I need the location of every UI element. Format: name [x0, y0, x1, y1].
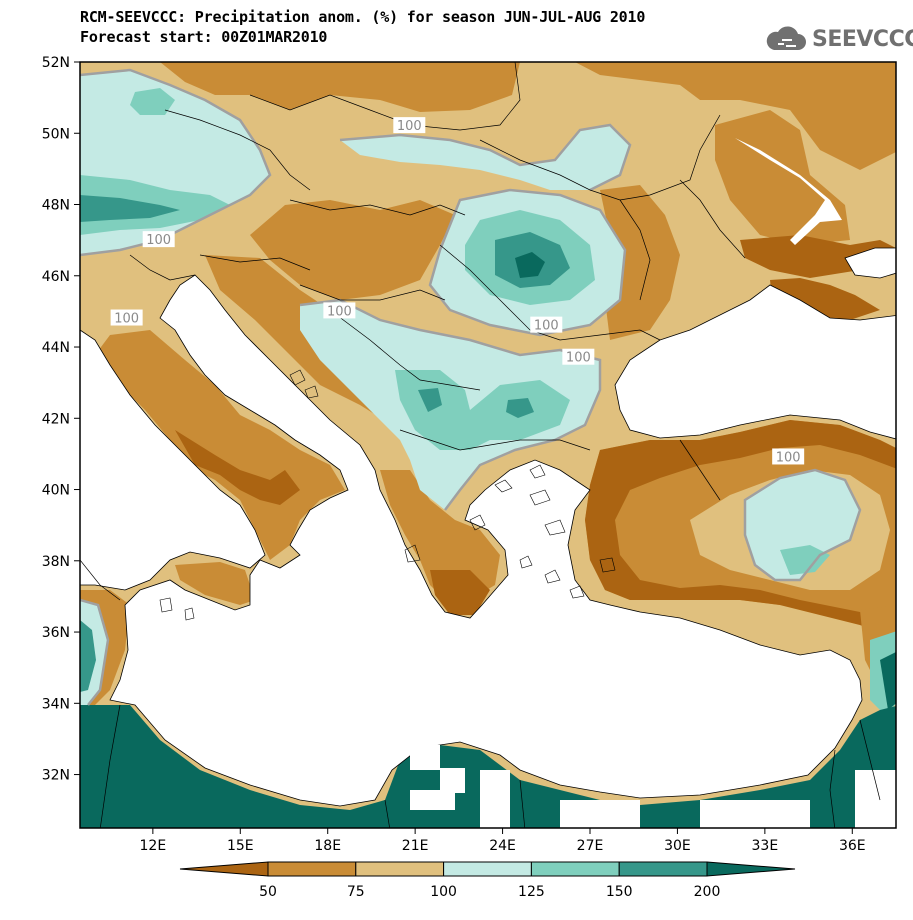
lat-tick-label: 34N [42, 696, 70, 712]
sea-black [614, 284, 896, 440]
contour-label-bg [110, 309, 143, 326]
colorbar-label: 150 [606, 884, 633, 900]
contour-label: 100 [776, 450, 801, 465]
seevccc-logo: SEEVCCC [764, 22, 913, 56]
region-dry-turkey-rim [585, 420, 896, 639]
lon-tick-label: 15E [227, 838, 254, 854]
lon-tick-label: 12E [140, 838, 167, 854]
lat-tick-label: 48N [42, 198, 70, 214]
lat-tick-label: 42N [42, 411, 70, 427]
region-dry-ukraine [715, 110, 850, 245]
colorbar-bin [443, 861, 532, 877]
region-dry-italy-core [175, 430, 300, 505]
latitude-axis: 52N 50N 48N 46N 44N 42N 40N 38N 36N 34N 32N [42, 55, 80, 784]
contour-label: 100 [566, 351, 591, 366]
lon-tick-label: 21E [402, 838, 429, 854]
africa-gap-2 [440, 768, 465, 793]
contour-label: 100 [397, 119, 422, 134]
africa-gap-6 [700, 800, 810, 828]
lat-tick-label: 46N [42, 269, 70, 285]
longitude-axis: 12E 15E 18E 21E 24E 27E 30E 33E 36E [140, 828, 866, 854]
colorbar-label: 100 [430, 884, 457, 900]
contour-label-bg [142, 231, 175, 248]
region-wet-bulgaria-core [506, 398, 534, 418]
sea-caspian-gap [735, 138, 842, 245]
lon-tick-label: 30E [664, 838, 691, 854]
region-dry-poland [575, 62, 896, 170]
contour-100 [80, 68, 862, 706]
region-wet-romania-core [515, 252, 545, 278]
lat-tick-label: 40N [42, 483, 70, 499]
lat-tick-label: 36N [42, 625, 70, 641]
colorbar-under-triangle [179, 861, 269, 877]
cloud-icon [766, 26, 806, 50]
colorbar-over-triangle [706, 861, 796, 877]
colorbar-bin [267, 861, 357, 877]
islands [159, 369, 616, 621]
lon-tick-label: 18E [314, 838, 341, 854]
lat-tick-label: 50N [42, 126, 70, 142]
region-wet-turkey-core [780, 545, 830, 575]
contour-label-bg [562, 348, 595, 365]
colorbar-bin [530, 861, 620, 877]
borders [80, 62, 881, 828]
sea-tyrrhenian-west [80, 329, 266, 591]
colorbar-label: 200 [694, 884, 721, 900]
lat-tick-label: 44N [42, 340, 70, 356]
africa-gap-4 [480, 770, 510, 828]
region-wet-tunisia-core [80, 620, 96, 692]
sea-azov [844, 247, 896, 279]
region-dry-north [160, 62, 520, 112]
contour-label-bg [393, 117, 426, 134]
region-dry-peloponnese [430, 570, 490, 615]
africa-gap-3 [410, 790, 455, 810]
region-wet-north-africa [80, 705, 896, 828]
region-wet-levant-core [880, 652, 896, 710]
africa-gap-1 [410, 745, 440, 770]
lat-tick-label: 38N [42, 554, 70, 570]
contour-label-bg [772, 448, 805, 465]
region-wet-alps-deep [80, 195, 180, 222]
contour-label-bg [323, 302, 356, 319]
forecast-start-label: Forecast start: 00Z01MAR2010 [80, 28, 328, 46]
logo-text: SEEVCCC [812, 26, 913, 52]
plot-frame [79, 61, 897, 829]
colorbar-label: 125 [518, 884, 545, 900]
lon-tick-label: 33E [752, 838, 779, 854]
colorbar-bin [355, 861, 445, 877]
region-wet-serbia-core [418, 388, 442, 412]
contour-label: 100 [146, 233, 171, 248]
contour-label: 100 [114, 312, 139, 327]
contour-labels: 100 100 100 100 100 100 100 [110, 117, 805, 465]
region-dry-sicily [175, 562, 255, 605]
contour-label-bg [530, 316, 563, 333]
map-title: RCM-SEEVCCC: Precipitation anom. (%) for… [80, 8, 646, 26]
colorbar-label: 50 [259, 884, 277, 900]
africa-gap-5 [560, 800, 640, 828]
contour-label: 100 [327, 304, 352, 319]
lon-tick-label: 36E [839, 838, 866, 854]
lat-tick-label: 32N [42, 768, 70, 784]
colorbar-bin [618, 861, 708, 877]
region-wet-north-blob [130, 88, 175, 115]
contour-label: 100 [534, 319, 559, 334]
lon-tick-label: 27E [577, 838, 604, 854]
lat-tick-label: 52N [42, 55, 70, 71]
map-field [80, 62, 896, 828]
region-wet-turkey [745, 470, 860, 580]
africa-gap-7 [855, 770, 896, 828]
colorbar-label: 75 [347, 884, 365, 900]
region-dry-hungary [250, 200, 455, 300]
lon-tick-label: 24E [489, 838, 516, 854]
sea-adriatic-mediterranean [109, 274, 863, 807]
region-wet-balkans-mid [395, 370, 570, 450]
colorbar: 50 75 100 125 150 200 [179, 861, 796, 900]
